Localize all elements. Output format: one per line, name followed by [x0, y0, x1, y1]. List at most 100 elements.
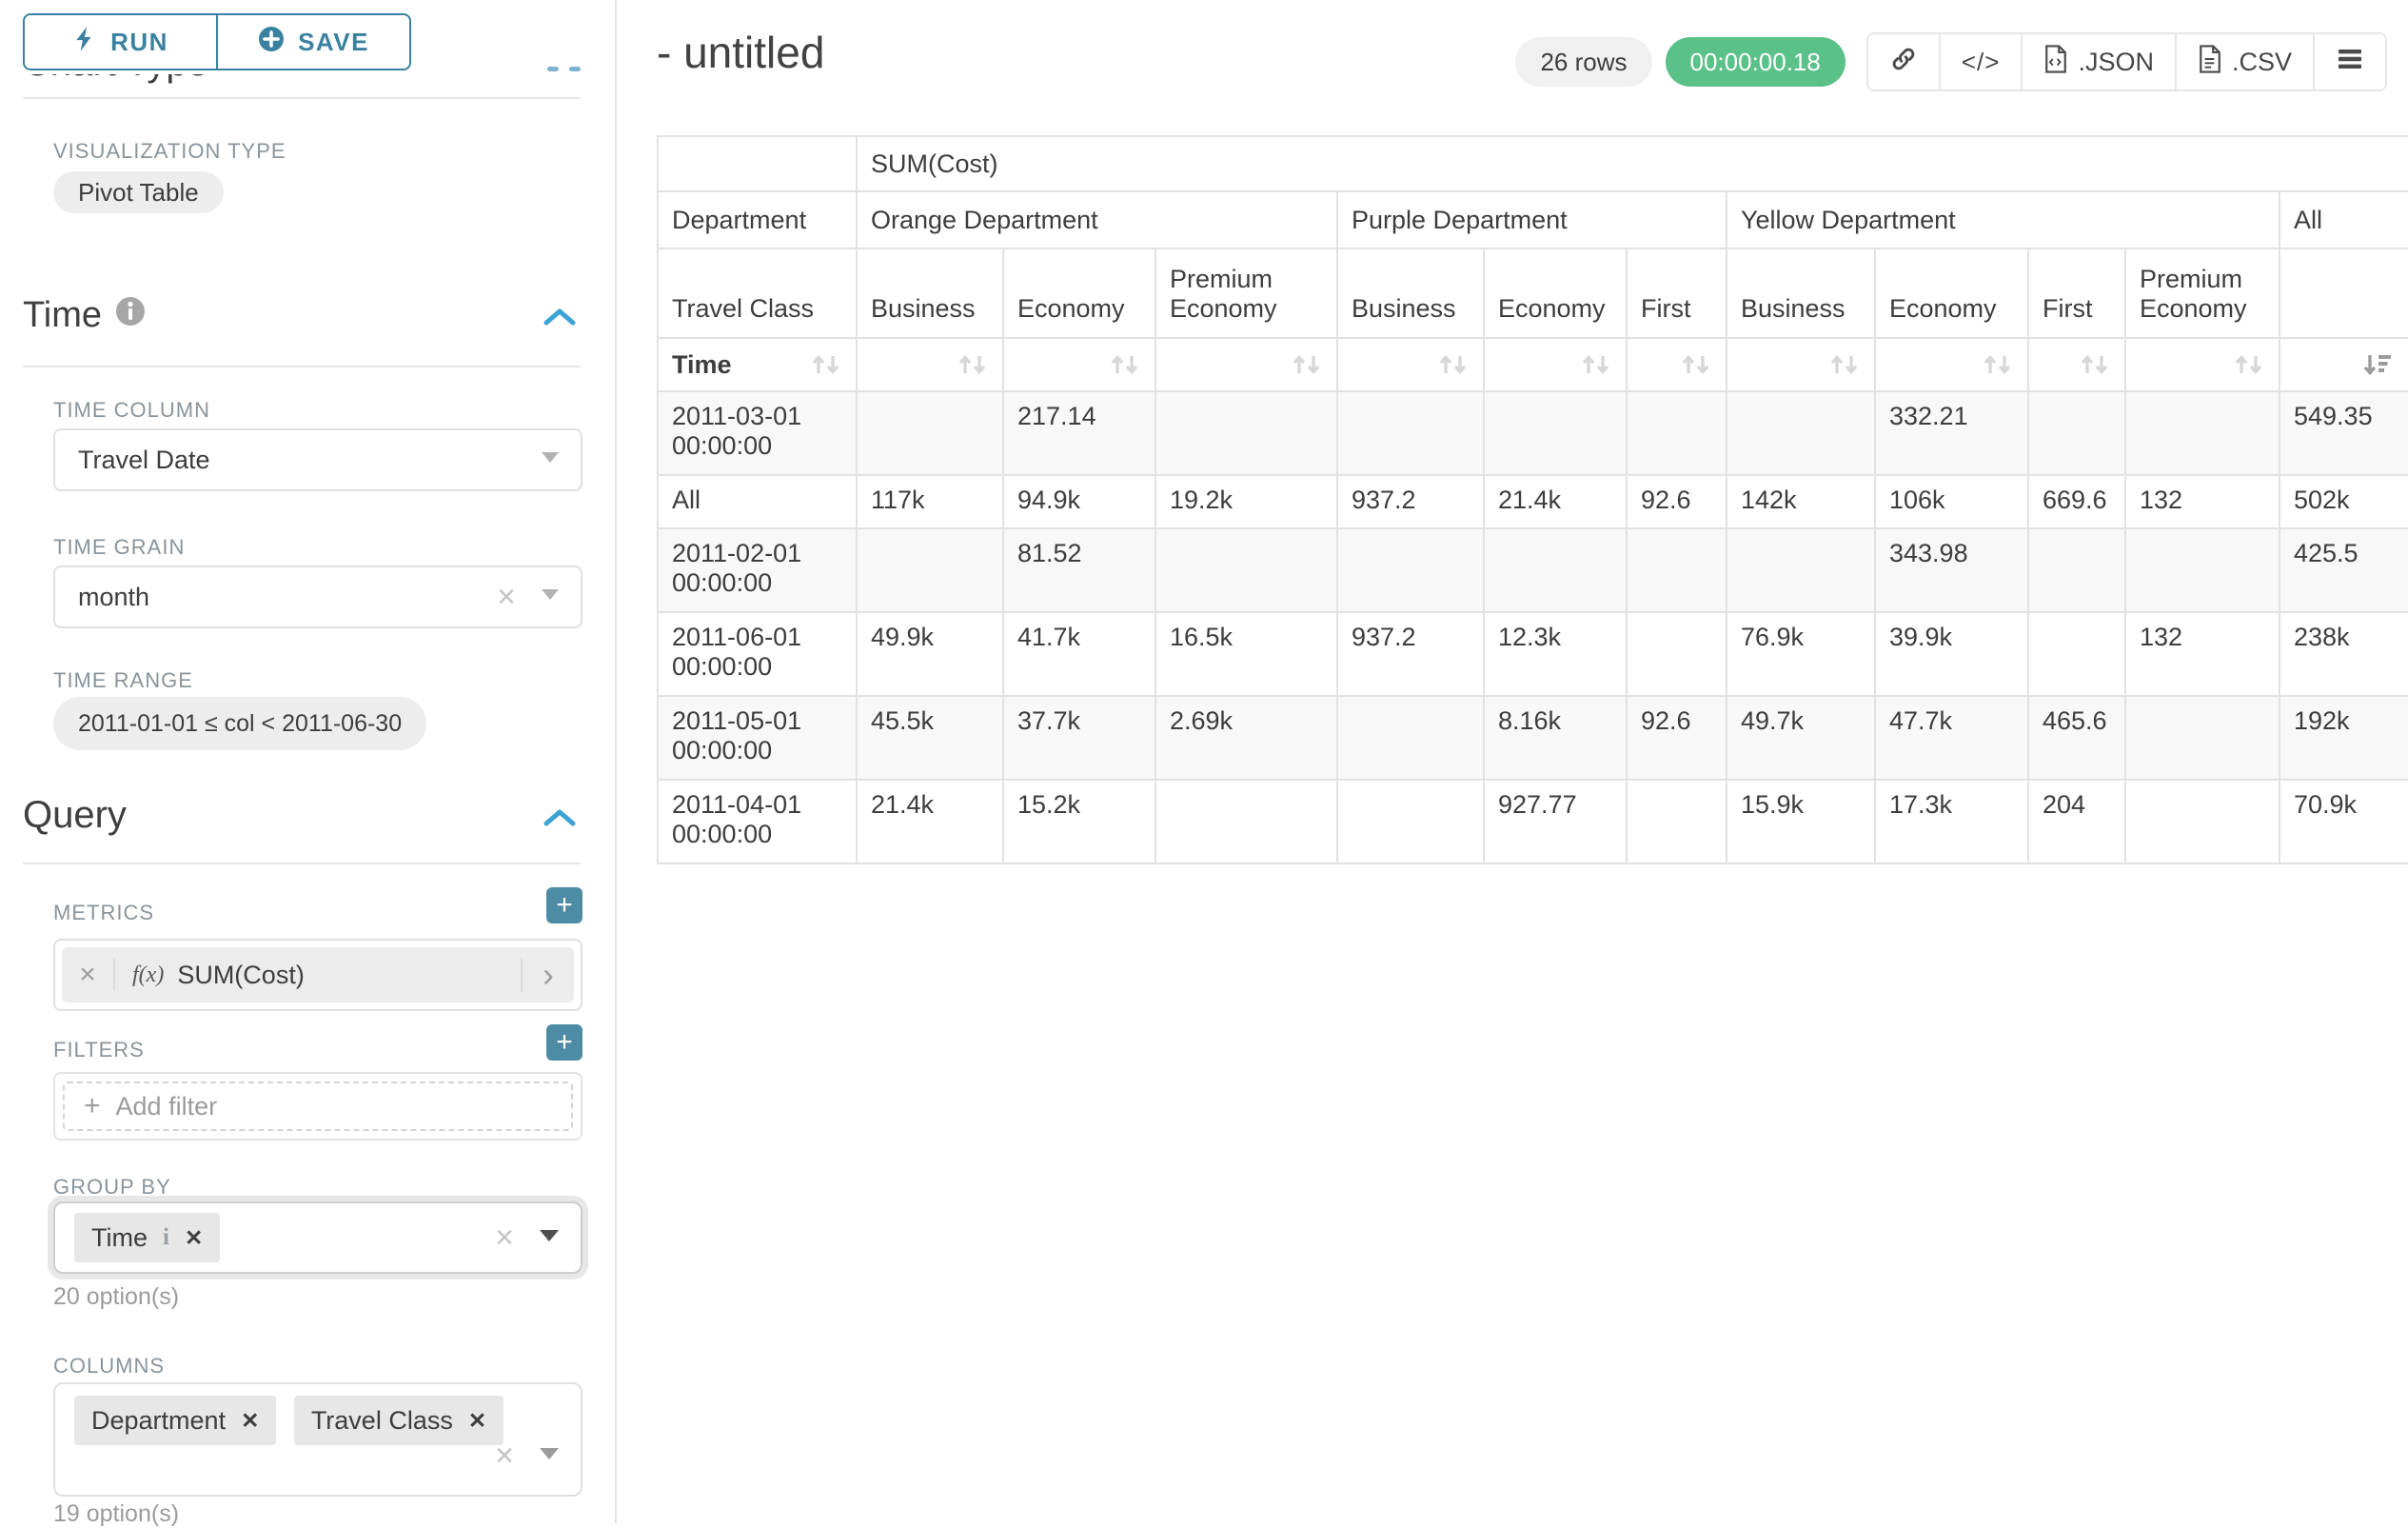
add-metric-button[interactable]: +: [546, 887, 582, 923]
pivot-sort-header-time[interactable]: Time: [657, 337, 858, 392]
menu-button[interactable]: [2315, 34, 2385, 89]
pivot-cell: 41.7k: [1002, 611, 1156, 697]
copy-link-button[interactable]: [1868, 34, 1941, 89]
time-grain-select[interactable]: month ×: [53, 566, 582, 628]
pivot-cell: 192k: [2278, 695, 2408, 781]
filters-control: + Add filter: [53, 1072, 582, 1141]
visualization-type-pill[interactable]: Pivot Table: [53, 171, 224, 213]
pivot-cell: [1336, 527, 1485, 613]
pivot-sort-header[interactable]: [1626, 337, 1727, 392]
pivot-cell: 502k: [2278, 474, 2408, 529]
time-range-pill[interactable]: 2011-01-01 ≤ col < 2011-06-30: [53, 697, 427, 750]
pivot-cell: [1626, 611, 1727, 697]
pivot-sort-header[interactable]: [2278, 337, 2408, 392]
pivot-sort-header[interactable]: [1726, 337, 1876, 392]
pivot-sort-header[interactable]: [856, 337, 1004, 392]
pivot-row-header: All: [657, 474, 858, 529]
run-save-button-bar: RUN SAVE: [23, 13, 411, 70]
pivot-col-header: Economy: [1874, 248, 2029, 339]
remove-metric-icon[interactable]: ×: [62, 959, 115, 991]
view-query-button[interactable]: </>: [1941, 34, 2023, 89]
pivot-cell: 81.52: [1002, 527, 1156, 613]
clear-x-icon[interactable]: ×: [497, 579, 516, 615]
time-column-select[interactable]: Travel Date: [53, 428, 582, 491]
pivot-table-row: 2011-05-01 00:00:00 45.5k 37.7k 2.69k 8.16k 9…: [657, 695, 2408, 781]
pivot-sort-header[interactable]: [1155, 337, 1338, 392]
pivot-cell: 465.6: [2027, 695, 2126, 781]
pivot-sort-header[interactable]: [1002, 337, 1156, 392]
pivot-cell: 937.2: [1336, 474, 1485, 529]
pivot-cell: 15.9k: [1726, 779, 1876, 864]
pivot-cell: [1155, 390, 1338, 476]
caret-down-icon[interactable]: [539, 1229, 560, 1247]
info-icon: [115, 295, 146, 336]
pivot-col-header: Premium Economy: [1155, 248, 1338, 339]
metric-pill[interactable]: × f(x) SUM(Cost) ›: [62, 947, 574, 1002]
sort-icon: [958, 354, 986, 375]
pivot-sort-header[interactable]: [1483, 337, 1628, 392]
pivot-cell: [1336, 695, 1485, 781]
pivot-col-header: Business: [1336, 248, 1485, 339]
chevron-right-icon[interactable]: ›: [521, 958, 574, 992]
pivot-table-row: 2011-02-01 00:00:00 81.52 343.98 425.5: [657, 527, 2408, 613]
link-icon: [1889, 45, 1918, 80]
sort-icon: [1830, 354, 1858, 375]
export-json-button[interactable]: .JSON: [2023, 34, 2177, 89]
group-by-select[interactable]: Time i ✕ ×: [53, 1201, 582, 1274]
caret-down-icon[interactable]: [539, 1447, 560, 1465]
export-button-group: </> .JSON: [1865, 32, 2387, 91]
pivot-row-header: 2011-03-01 00:00:00: [657, 390, 858, 476]
pivot-sort-header[interactable]: [1874, 337, 2029, 392]
export-csv-button[interactable]: .CSV: [2177, 34, 2315, 89]
pivot-cell: 217.14: [1002, 390, 1156, 476]
pivot-cell: [856, 390, 1004, 476]
pivot-cell: [2124, 527, 2280, 613]
add-filter-plus-button[interactable]: +: [546, 1024, 582, 1061]
run-button[interactable]: RUN: [25, 15, 218, 69]
row-count-badge: 26 rows: [1515, 37, 1652, 87]
pivot-cell: 76.9k: [1726, 611, 1876, 697]
columns-tag-department[interactable]: Department ✕: [74, 1396, 277, 1445]
caret-down-icon[interactable]: [541, 588, 560, 605]
visualization-type-value: Pivot Table: [78, 177, 199, 207]
pivot-col-header: Business: [1726, 248, 1876, 339]
pivot-cell: 425.5: [2278, 527, 2408, 613]
pivot-corner-cell: [657, 135, 858, 192]
sort-icon: [812, 354, 839, 375]
pivot-col-group-header: Purple Department: [1336, 190, 1727, 249]
pivot-sort-header[interactable]: [2027, 337, 2126, 392]
chevron-up-icon[interactable]: [543, 807, 577, 833]
pivot-sort-header[interactable]: [2124, 337, 2280, 392]
chevron-up-icon[interactable]: [543, 307, 577, 332]
sort-icon: [1682, 354, 1709, 375]
clear-x-icon[interactable]: ×: [495, 1438, 514, 1474]
save-button[interactable]: SAVE: [218, 15, 409, 69]
visualization-type-label: VISUALIZATION TYPE: [53, 139, 286, 163]
chart-type-heading: Chart Type: [23, 74, 208, 85]
pivot-col-group-header: All: [2278, 190, 2408, 249]
pivot-table-row: 2011-04-01 00:00:00 21.4k 15.2k 927.77 15.9k…: [657, 779, 2408, 864]
sort-icon: [1439, 354, 1467, 375]
columns-select[interactable]: Department ✕ Travel Class ✕ ×: [53, 1382, 582, 1497]
remove-tag-icon[interactable]: ✕: [467, 1407, 487, 1433]
main-panel: - untitled 26 rows 00:00:00.18 </>: [619, 0, 2408, 1523]
time-range-label: TIME RANGE: [53, 668, 193, 692]
pivot-cell: 70.9k: [2278, 779, 2408, 864]
add-filter-button[interactable]: + Add filter: [63, 1082, 573, 1131]
time-column-label: TIME COLUMN: [53, 398, 210, 422]
columns-tag-travel-class[interactable]: Travel Class ✕: [293, 1396, 504, 1445]
group-by-tag-time[interactable]: Time i ✕: [74, 1213, 221, 1262]
remove-tag-icon[interactable]: ✕: [184, 1224, 204, 1250]
clear-x-icon[interactable]: ×: [495, 1220, 514, 1256]
columns-options-hint: 19 option(s): [53, 1500, 180, 1527]
pivot-cell: [1155, 527, 1338, 613]
pivot-sort-header[interactable]: [1336, 337, 1485, 392]
pivot-cell: 549.35: [2278, 390, 2408, 476]
pivot-cell: [1155, 779, 1338, 864]
hidden-content-indicator: [547, 67, 559, 71]
remove-tag-icon[interactable]: ✕: [241, 1407, 260, 1433]
pivot-cell: 16.5k: [1155, 611, 1338, 697]
caret-down-icon[interactable]: [541, 451, 560, 468]
plus-circle-icon: [258, 26, 285, 59]
pivot-cell: 332.21: [1874, 390, 2029, 476]
